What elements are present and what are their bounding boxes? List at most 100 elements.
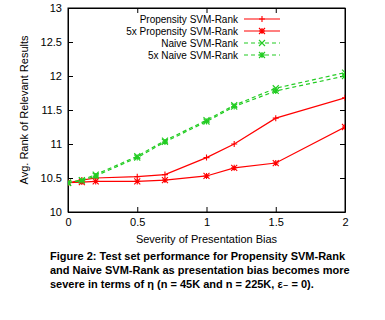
tick: 0 <box>65 207 71 228</box>
tick <box>340 110 345 111</box>
marker <box>342 95 345 101</box>
marker <box>68 180 71 186</box>
tick <box>340 144 345 145</box>
tick: 11 <box>51 138 73 150</box>
legend-entry: Propensity SVM-Rank <box>140 14 280 25</box>
marker <box>68 180 71 186</box>
tick-label: 10.5 <box>41 172 62 184</box>
tick-label: 12.5 <box>41 36 62 48</box>
tick-mark <box>207 8 208 13</box>
tick-label: 0.5 <box>130 216 145 228</box>
tick: 1 <box>204 207 210 228</box>
marker <box>273 115 279 121</box>
legend-label: Propensity SVM-Rank <box>140 14 239 25</box>
marker <box>162 139 168 145</box>
tick: 2 <box>342 207 348 228</box>
tick: 0.5 <box>130 207 145 228</box>
tick-mark <box>137 207 138 212</box>
tick: 12 <box>50 70 73 82</box>
axis-line <box>69 212 346 213</box>
series-line <box>68 76 345 183</box>
series-line <box>68 73 345 183</box>
axis: 0 0.5 1 1.5 2 <box>65 207 348 228</box>
tick-mark <box>137 8 138 13</box>
tick-mark <box>276 207 277 212</box>
series-line <box>68 127 345 183</box>
caption: Figure 2: Test set performance for Prope… <box>50 249 350 291</box>
tick <box>276 8 277 13</box>
legend-entry: Naive SVM-Rank <box>161 38 280 49</box>
tick-mark <box>340 178 345 179</box>
tick-label: 1 <box>204 216 210 228</box>
tick-label: 11.5 <box>41 104 62 116</box>
tick-mark <box>68 178 73 179</box>
legend-entry: 5x Naive SVM-Rank <box>148 50 280 61</box>
tick <box>68 8 69 13</box>
tick-mark <box>68 76 73 77</box>
tick-label: 12 <box>50 70 62 82</box>
legend-marker <box>259 28 265 34</box>
legend-entry: 5x Propensity SVM-Rank <box>126 26 280 37</box>
tick-mark <box>340 144 345 145</box>
tick-mark <box>345 8 346 13</box>
marker <box>204 155 210 161</box>
tick-label: 11 <box>51 138 62 150</box>
marker <box>273 88 279 94</box>
axis-line <box>345 9 346 213</box>
tick-label: 13 <box>50 2 62 14</box>
tick: 11.5 <box>41 104 73 116</box>
tick <box>207 8 208 13</box>
marker <box>162 177 168 183</box>
tick-mark <box>68 144 73 145</box>
tick-label: 1.5 <box>269 216 284 228</box>
legend-label: 5x Naive SVM-Rank <box>148 50 239 61</box>
marker <box>68 180 71 186</box>
legend-label: Naive SVM-Rank <box>161 38 239 49</box>
plot-frame <box>68 8 345 212</box>
tick <box>345 8 346 13</box>
tick-mark <box>68 207 69 212</box>
tick-mark <box>68 42 73 43</box>
marker <box>93 178 99 184</box>
tick <box>340 42 345 43</box>
chart: 1010.51111.51212.51300.511.52Severity of… <box>0 0 385 320</box>
tick-mark <box>345 207 346 212</box>
axis <box>69 8 346 13</box>
legend: Propensity SVM-Rank5x Propensity SVM-Ran… <box>126 14 280 61</box>
axis <box>340 9 346 213</box>
tick-mark <box>340 110 345 111</box>
x-axis-title: Severity of Presentation Bias <box>136 233 278 245</box>
marker <box>134 178 140 184</box>
marker <box>162 172 168 178</box>
tick-mark <box>276 8 277 13</box>
marker <box>204 119 210 125</box>
marker <box>342 124 345 130</box>
y-axis-title: Avg. Rank of Relevant Results <box>18 35 30 184</box>
marker <box>273 160 279 166</box>
marker <box>68 180 71 186</box>
legend-marker <box>259 16 265 22</box>
marker <box>134 155 140 161</box>
legend-marker <box>259 52 265 58</box>
tick-label: 10 <box>50 206 62 218</box>
marker <box>231 141 237 147</box>
tick-mark <box>207 207 208 212</box>
tick-label: 2 <box>342 216 348 228</box>
tick <box>340 178 345 179</box>
marker <box>231 104 237 110</box>
marker <box>231 165 237 171</box>
tick-mark <box>68 8 69 13</box>
tick-label: 0 <box>65 216 71 228</box>
tick: 1.5 <box>269 207 284 228</box>
tick-mark <box>68 110 73 111</box>
marker <box>93 173 99 179</box>
legend-marker <box>259 40 265 46</box>
marker <box>204 173 210 179</box>
marker <box>79 178 85 184</box>
tick-mark <box>340 42 345 43</box>
legend-label: 5x Propensity SVM-Rank <box>126 26 239 37</box>
tick <box>137 8 138 13</box>
axis: 10 10.5 11 11.5 12 12.5 13 <box>41 2 73 218</box>
plot-area <box>68 70 345 186</box>
tick: 12.5 <box>41 36 73 48</box>
